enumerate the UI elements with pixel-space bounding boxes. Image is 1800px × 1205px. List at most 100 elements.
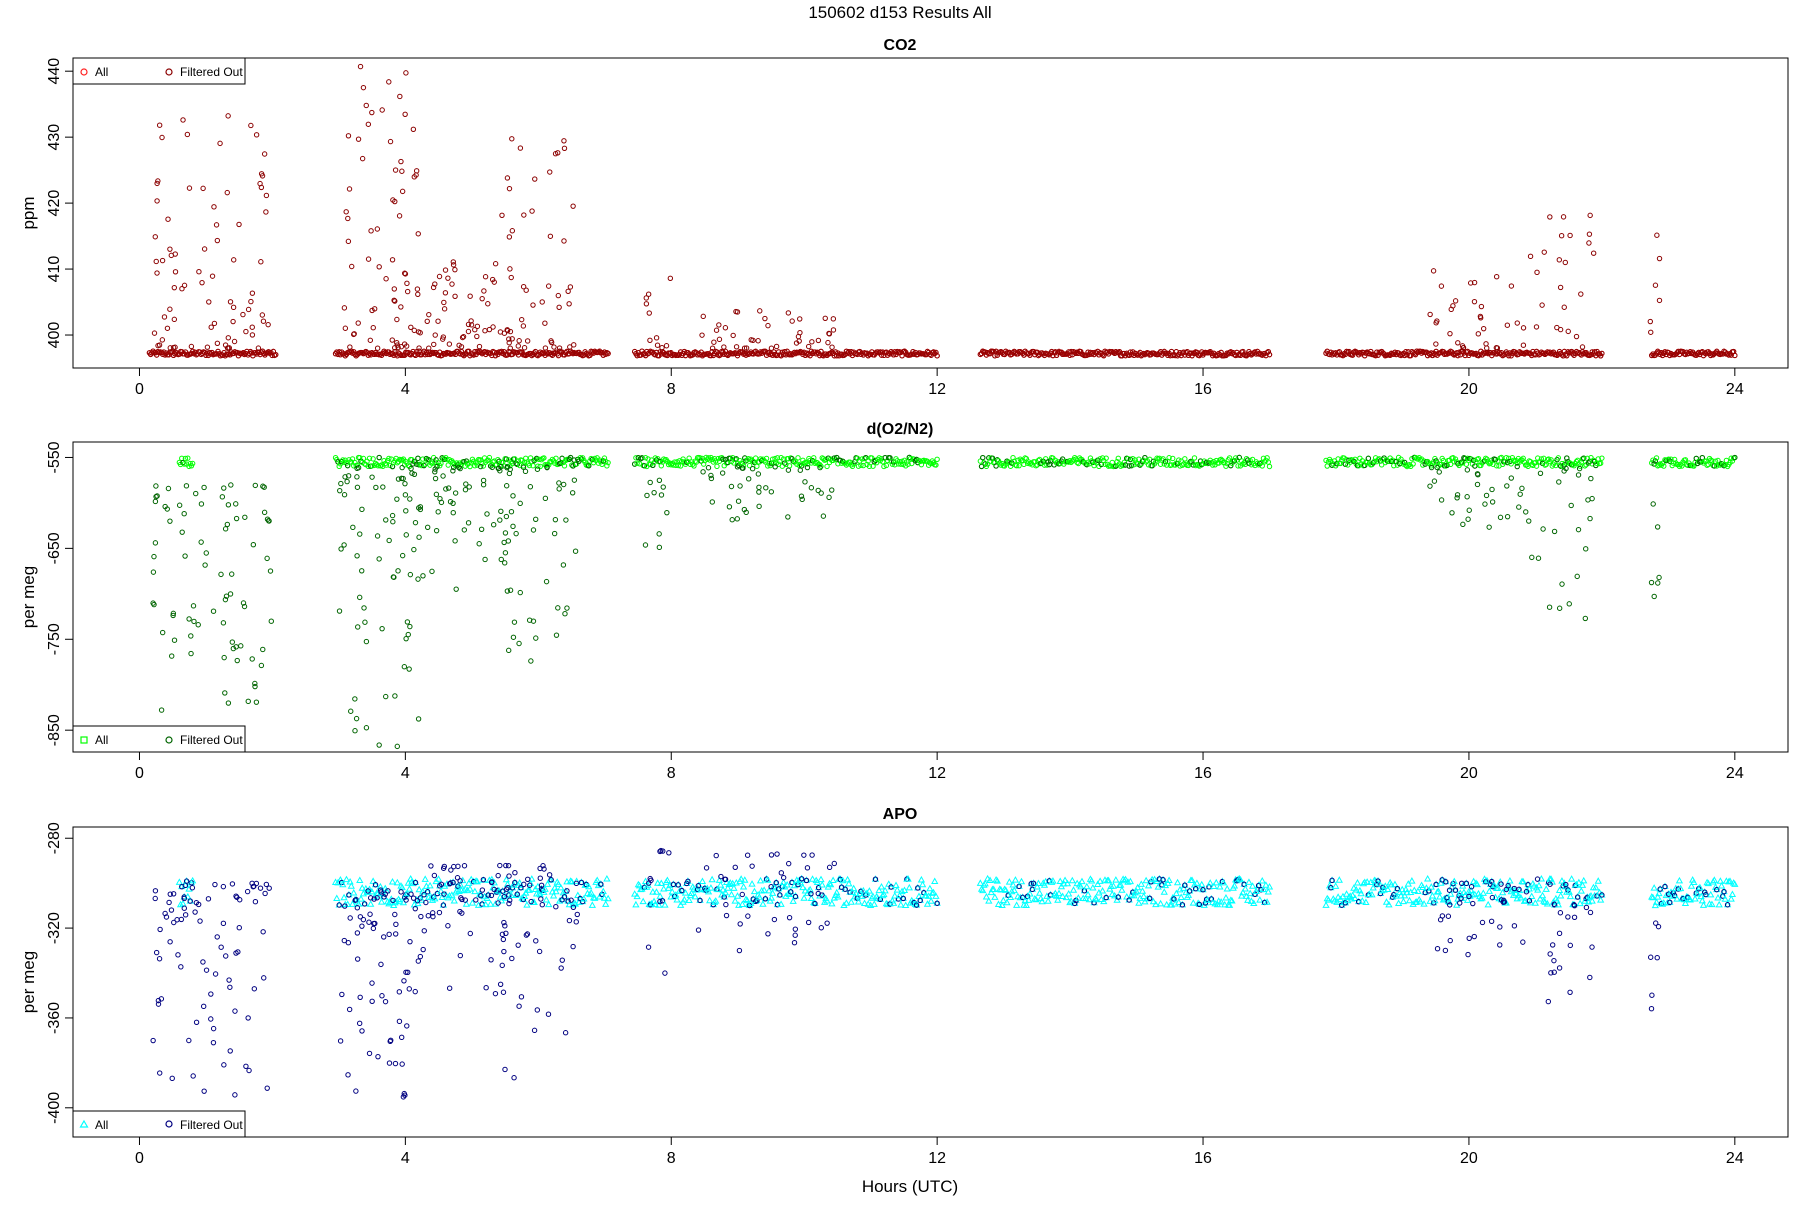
data-point-filtered	[442, 300, 446, 304]
data-point-filtered	[734, 345, 738, 349]
data-point-filtered	[523, 469, 527, 473]
data-point-filtered	[183, 554, 187, 558]
data-point-filtered	[830, 345, 834, 349]
data-point-all	[1079, 879, 1085, 884]
data-point-filtered	[172, 285, 176, 289]
panel-title: d(O2/N2)	[867, 421, 934, 438]
data-point-filtered	[1534, 325, 1538, 329]
data-point-filtered	[809, 486, 813, 490]
data-point-filtered	[1568, 233, 1572, 237]
data-point-filtered	[244, 329, 248, 333]
legend-label-filtered: Filtered Out	[180, 733, 243, 747]
data-point-filtered	[1521, 326, 1525, 330]
data-point-filtered	[511, 524, 515, 528]
data-point-filtered	[211, 609, 215, 613]
data-point-filtered	[222, 655, 226, 659]
data-point-filtered	[1518, 492, 1522, 496]
data-point-filtered	[172, 638, 176, 642]
data-point-filtered	[425, 319, 429, 323]
data-point-filtered	[514, 531, 518, 535]
data-point-filtered	[643, 543, 647, 547]
data-point-filtered	[1563, 260, 1567, 264]
data-point-filtered	[1587, 241, 1591, 245]
x-tick-label: 20	[1460, 381, 1478, 398]
data-point-filtered	[1586, 498, 1590, 502]
data-point-all	[1045, 898, 1051, 903]
data-point-filtered	[404, 533, 408, 537]
data-point-filtered	[1561, 215, 1565, 219]
data-point-filtered	[189, 634, 193, 638]
data-point-filtered	[535, 467, 539, 471]
data-point-filtered	[509, 275, 513, 279]
data-point-filtered	[259, 260, 263, 264]
data-point-filtered	[241, 312, 245, 316]
data-point-filtered	[200, 280, 204, 284]
data-point-filtered	[432, 342, 436, 346]
data-point-filtered	[499, 509, 503, 513]
data-point-filtered	[205, 345, 209, 349]
data-point-filtered	[475, 324, 479, 328]
data-point-filtered	[1648, 319, 1652, 323]
figure-title: 150602 d153 Results All	[808, 3, 991, 22]
data-point-filtered	[262, 510, 266, 514]
data-point-filtered	[384, 277, 388, 281]
data-point-all	[920, 882, 926, 887]
plot-frame	[73, 827, 1788, 1137]
data-point-all	[709, 877, 715, 882]
data-point-filtered	[466, 521, 470, 525]
data-point-all	[1267, 464, 1271, 468]
data-point-filtered	[481, 482, 485, 486]
data-point-filtered	[250, 325, 254, 329]
data-point-filtered	[1588, 213, 1592, 217]
data-point-filtered	[1431, 269, 1435, 273]
data-point-filtered	[342, 543, 346, 547]
x-tick-label: 16	[1194, 381, 1212, 398]
data-point-filtered	[730, 518, 734, 522]
data-point-filtered	[648, 338, 652, 342]
data-point-filtered	[226, 336, 230, 340]
data-point-filtered	[1576, 527, 1580, 531]
data-point-filtered	[390, 513, 394, 517]
data-point-filtered	[162, 315, 166, 319]
plot-frame	[73, 442, 1788, 752]
data-point-filtered	[552, 345, 556, 349]
data-point-filtered	[1528, 254, 1532, 258]
data-point-all	[715, 464, 719, 468]
data-point-filtered	[264, 210, 268, 214]
data-point-filtered	[1557, 258, 1561, 262]
data-point-filtered	[400, 553, 404, 557]
data-point-filtered	[522, 213, 526, 217]
data-point-filtered	[380, 108, 384, 112]
data-point-all	[1056, 891, 1062, 896]
data-point-filtered	[803, 480, 807, 484]
data-point-filtered	[413, 520, 417, 524]
data-point-filtered	[1490, 487, 1494, 491]
data-point-all	[735, 893, 741, 898]
data-point-filtered	[507, 235, 511, 239]
data-point-filtered	[644, 302, 648, 306]
data-point-filtered	[346, 216, 350, 220]
x-tick-label: 24	[1726, 765, 1744, 782]
data-point-filtered	[567, 302, 571, 306]
x-tick-label: 0	[135, 765, 144, 782]
data-point-filtered	[786, 468, 790, 472]
data-point-filtered	[235, 658, 239, 662]
data-point-filtered	[362, 606, 366, 610]
data-point-filtered	[561, 482, 565, 486]
data-point-filtered	[254, 700, 258, 704]
data-point-filtered	[215, 341, 219, 345]
data-point-all	[686, 898, 692, 903]
data-point-all	[928, 898, 934, 903]
data-point-all	[1100, 888, 1106, 893]
data-point-filtered	[225, 522, 229, 526]
data-point-filtered	[562, 239, 566, 243]
data-point-filtered	[223, 527, 227, 531]
data-point-filtered	[350, 264, 354, 268]
data-point-filtered	[377, 265, 381, 269]
data-point-filtered	[1651, 502, 1655, 506]
data-point-filtered	[657, 545, 661, 549]
data-point-filtered	[250, 657, 254, 661]
data-point-filtered	[493, 262, 497, 266]
o2n2-points	[151, 455, 1737, 748]
